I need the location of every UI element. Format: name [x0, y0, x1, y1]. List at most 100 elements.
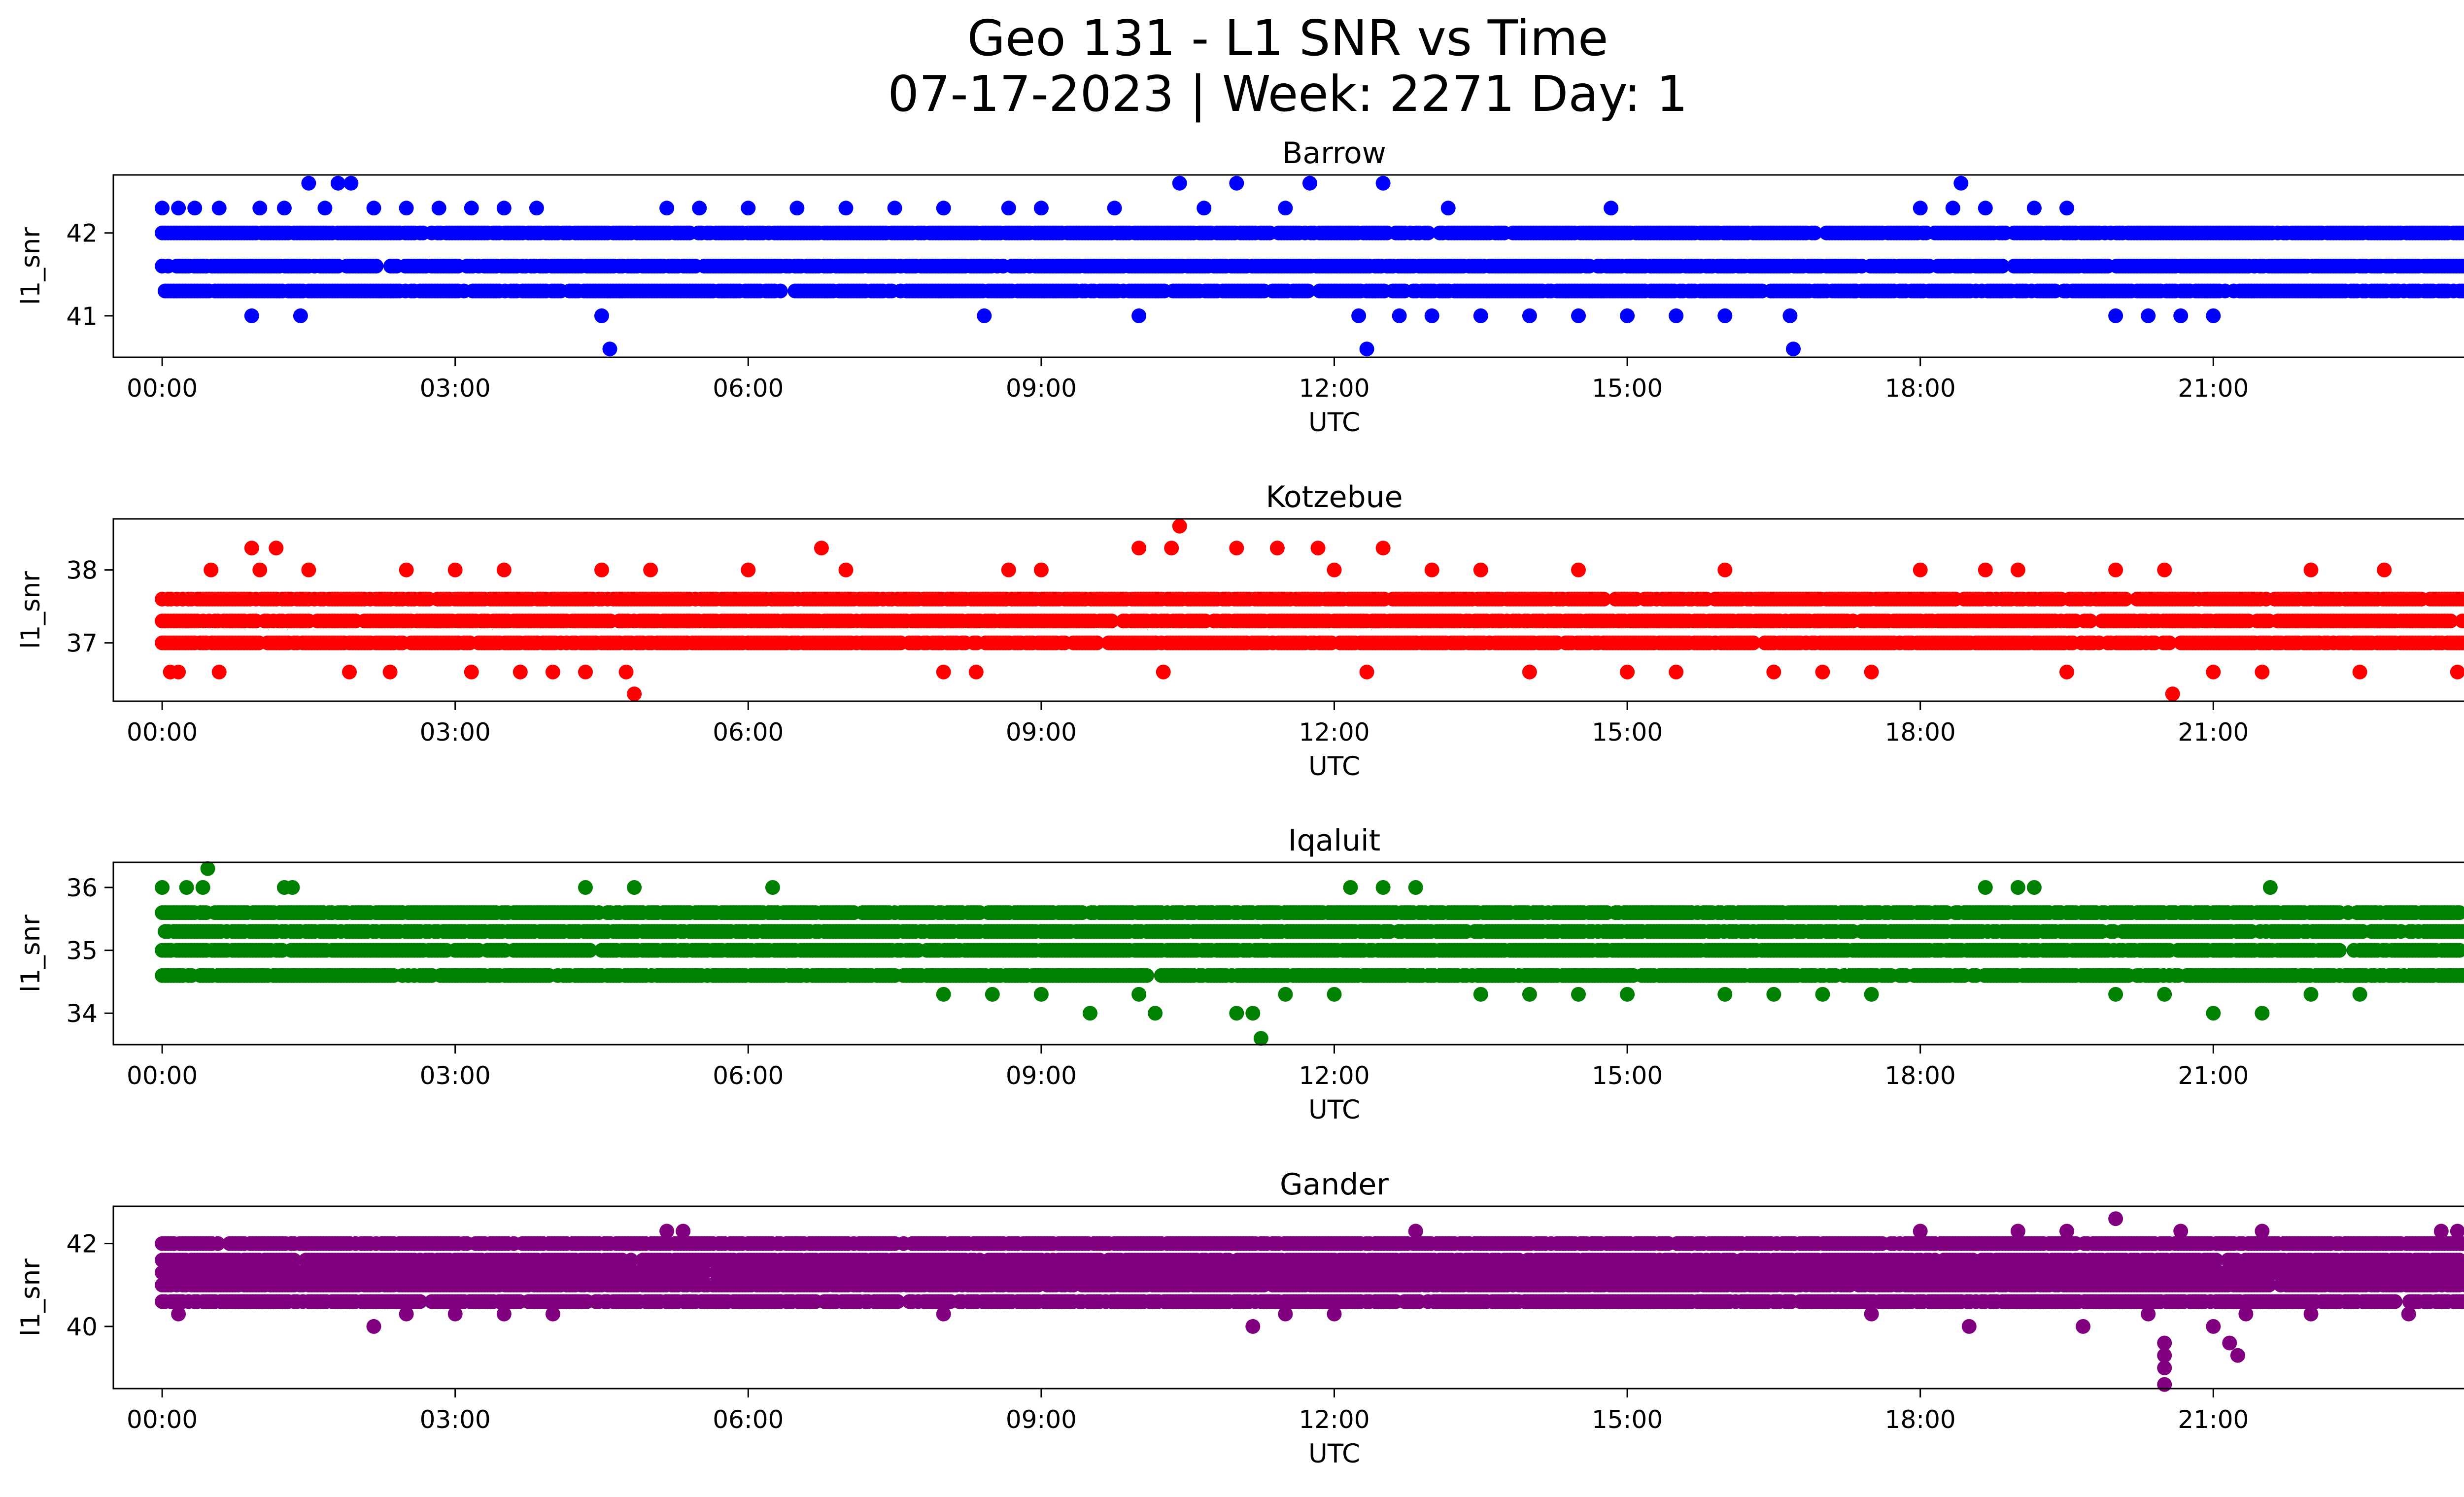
data-point [1302, 176, 1317, 191]
data-point [789, 201, 804, 215]
data-point [1620, 665, 1635, 680]
data-point [627, 686, 642, 701]
data-point [1571, 563, 1586, 578]
data-point [603, 341, 617, 356]
figure-title-line2: 07-17-2023 | Week: 2271 Day: 1 [888, 65, 1687, 123]
x-tick-label: 00:00 [127, 374, 198, 403]
data-point [1913, 201, 1928, 215]
x-axis-label: UTC [1308, 408, 1360, 438]
data-point [399, 201, 414, 215]
subplot-title: Barrow [1282, 136, 1386, 170]
data-point [301, 176, 316, 191]
y-tick-label: 41 [66, 302, 98, 331]
data-point [1327, 563, 1342, 578]
data-point [399, 563, 414, 578]
data-point [936, 665, 951, 680]
data-point [936, 201, 951, 215]
figure-title-line1: Geo 131 - L1 SNR vs Time [967, 9, 1608, 67]
x-tick-label: 21:00 [2178, 718, 2249, 747]
data-point [331, 176, 345, 191]
data-point [2255, 665, 2269, 680]
data-point [293, 308, 308, 323]
x-tick-label: 09:00 [1006, 718, 1077, 747]
x-tick-label: 06:00 [713, 718, 784, 747]
x-tick-label: 12:00 [1299, 374, 1369, 403]
data-point [529, 201, 544, 215]
data-point [171, 201, 186, 215]
data-point [1229, 176, 1244, 191]
data-point [1473, 308, 1488, 323]
data-point [513, 665, 528, 680]
data-point [2059, 201, 2074, 215]
data-point [269, 541, 283, 555]
data-point [2377, 563, 2392, 578]
data-point [1978, 563, 1993, 578]
data-point [1172, 176, 1187, 191]
data-point [594, 308, 609, 323]
data-point [1351, 308, 1366, 323]
data-point [171, 665, 186, 680]
data-point [969, 665, 984, 680]
data-point [383, 665, 398, 680]
data-point [464, 201, 479, 215]
data-point [1131, 541, 1146, 555]
data-point [244, 308, 259, 323]
data-point [2206, 308, 2221, 323]
data-point [1107, 201, 1122, 215]
data-point [1229, 541, 1244, 555]
data-point [546, 665, 560, 680]
data-point [1392, 308, 1407, 323]
y-tick-label: 37 [66, 629, 98, 658]
data-point [2059, 665, 2074, 680]
data-point [741, 563, 755, 578]
data-point [977, 308, 992, 323]
data-point [619, 665, 634, 680]
data-point [1522, 665, 1537, 680]
y-axis-label: l1_snr [16, 571, 46, 649]
data-point [252, 563, 267, 578]
data-point [1669, 665, 1683, 680]
x-tick-label: 12:00 [1299, 718, 1369, 747]
data-point [343, 176, 358, 191]
x-tick-label: 18:00 [1885, 718, 1956, 747]
x-tick-label: 21:00 [2178, 374, 2249, 403]
data-point [2027, 201, 2042, 215]
data-point [659, 201, 674, 215]
data-point [692, 201, 707, 215]
data-point [448, 563, 463, 578]
data-point [212, 201, 227, 215]
data-point [2173, 308, 2188, 323]
data-point [497, 563, 512, 578]
data-point [578, 665, 593, 680]
data-point [212, 665, 227, 680]
data-point [1848, 284, 1863, 299]
data-point [244, 541, 259, 555]
x-tick-label: 03:00 [420, 374, 491, 403]
data-point [814, 541, 829, 555]
data-point [1717, 563, 1732, 578]
data-point [1360, 341, 1374, 356]
x-axis-label: UTC [1308, 751, 1360, 782]
data-point [2353, 665, 2367, 680]
subplot-title: Iqaluit [1288, 823, 1380, 858]
data-point [2141, 308, 2156, 323]
data-point [464, 665, 479, 680]
data-point [1786, 341, 1801, 356]
data-point [2206, 665, 2221, 680]
y-axis-label: l1_snr [16, 227, 46, 305]
data-point [1864, 665, 1879, 680]
data-point [741, 201, 755, 215]
data-point [1034, 201, 1049, 215]
data-point [643, 563, 658, 578]
data-point [155, 201, 170, 215]
data-point [187, 201, 202, 215]
data-point [367, 201, 381, 215]
x-tick-label: 09:00 [1006, 374, 1077, 403]
data-point [1978, 201, 1993, 215]
data-point [1278, 201, 1293, 215]
x-tick-label: 03:00 [420, 718, 491, 747]
data-point [1604, 201, 1618, 215]
data-point [594, 563, 609, 578]
